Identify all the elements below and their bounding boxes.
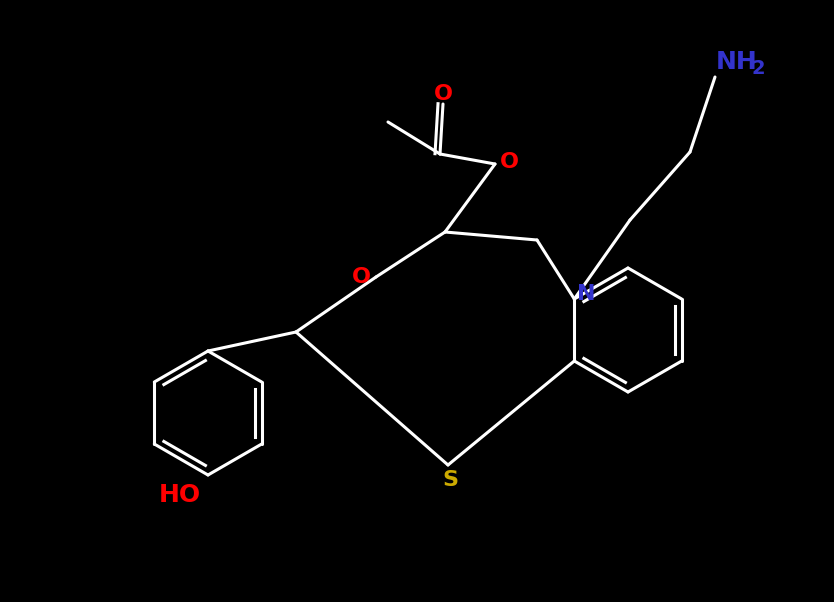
- Text: O: O: [351, 267, 370, 287]
- Text: N: N: [577, 284, 595, 304]
- Text: 2: 2: [751, 60, 765, 78]
- Text: HO: HO: [159, 483, 201, 507]
- Text: S: S: [442, 470, 458, 490]
- Text: O: O: [500, 152, 519, 172]
- Text: NH: NH: [716, 50, 758, 74]
- Text: O: O: [434, 84, 453, 104]
